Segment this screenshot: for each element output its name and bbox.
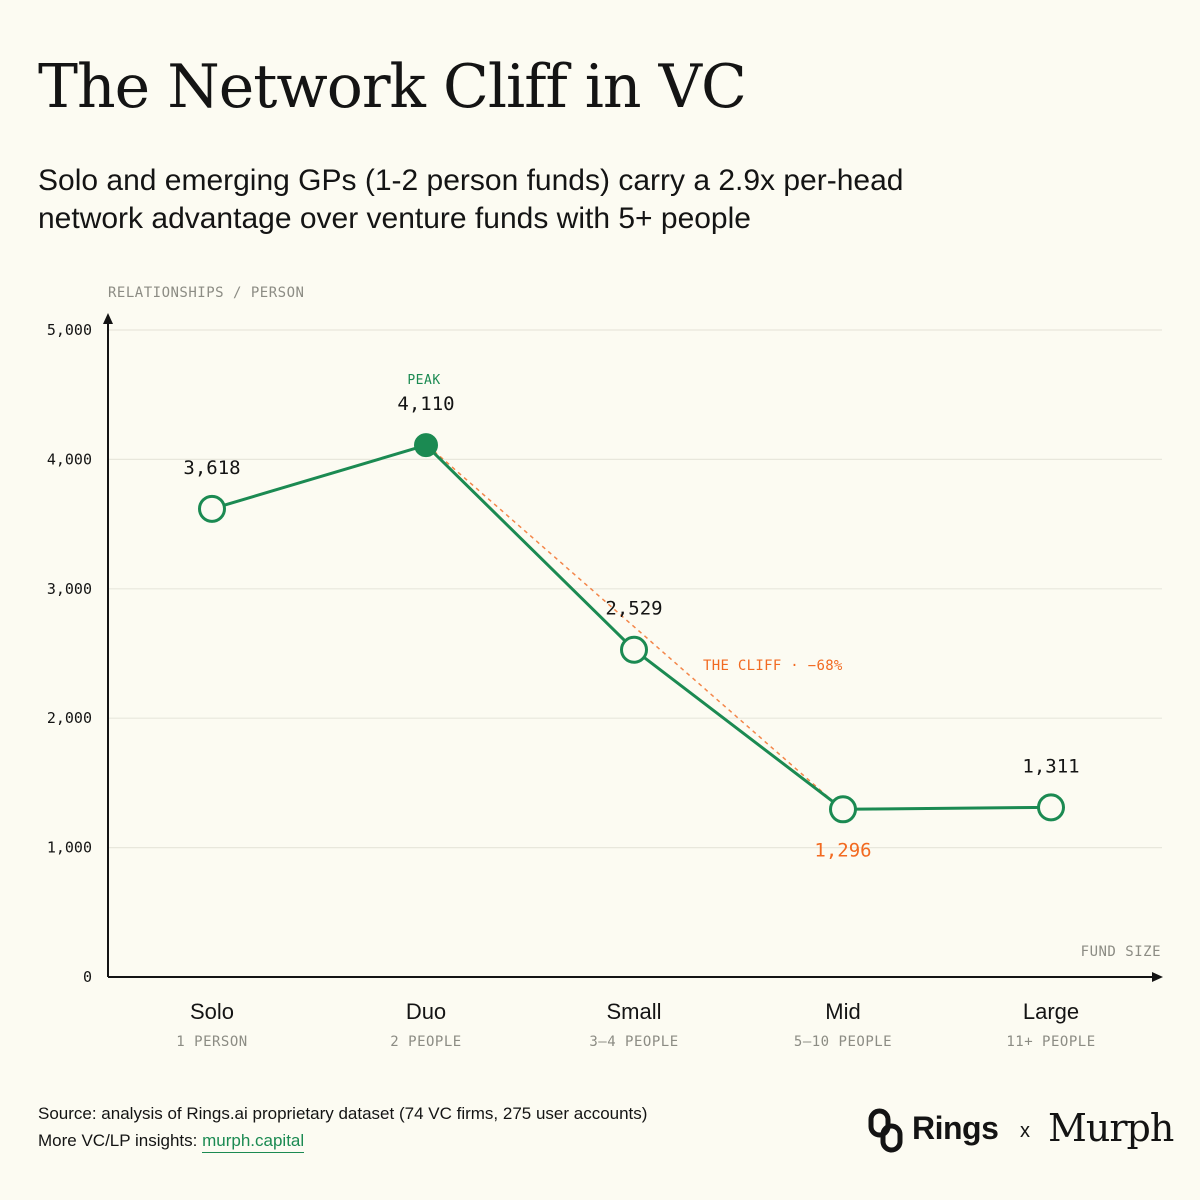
- brand-separator: x: [1020, 1120, 1030, 1142]
- murph-capital-link[interactable]: murph.capital: [202, 1131, 305, 1153]
- y-tick-label: 2,000: [47, 709, 92, 727]
- y-axis-arrow: [103, 313, 113, 324]
- source-note: Source: analysis of Rings.ai proprietary…: [38, 1104, 648, 1123]
- x-category-sublabel: 1 PERSON: [176, 1034, 247, 1050]
- data-point: [829, 795, 857, 824]
- y-axis-title: RELATIONSHIPS / PERSON: [108, 285, 304, 301]
- x-category-sublabel: 2 PEOPLE: [390, 1034, 461, 1050]
- data-label: 3,618: [183, 457, 240, 479]
- x-category-label: Large: [1023, 999, 1079, 1024]
- peak-annotation: PEAK: [407, 373, 440, 388]
- more-insights: More VC/LP insights: murph.capital: [38, 1127, 647, 1154]
- data-label: 1,311: [1022, 755, 1079, 777]
- more-insights-prefix: More VC/LP insights:: [38, 1131, 203, 1150]
- data-label: 4,110: [397, 393, 454, 415]
- footer: Source: analysis of Rings.ai proprietary…: [38, 1100, 647, 1154]
- cliff-guide-line: [433, 450, 834, 802]
- x-category-label: Duo: [406, 999, 446, 1024]
- data-label: 2,529: [605, 598, 662, 620]
- line-chart: 0 1,000 2,000 3,000 4,000 5,000 RELATIONSHIPS …: [47, 285, 1163, 1050]
- x-category-sublabel: 11+ PEOPLE: [1006, 1034, 1095, 1050]
- y-tick-label: 5,000: [47, 321, 92, 339]
- y-tick-label: 1,000: [47, 839, 92, 857]
- rings-logo-icon: [868, 1108, 903, 1153]
- murph-wordmark: Murph: [1048, 1106, 1174, 1150]
- brand-logos: Rings x Murph: [868, 1106, 1174, 1158]
- x-category-sublabel: 3–4 PEOPLE: [589, 1034, 678, 1050]
- page-title: The Network Cliff in VC: [38, 52, 747, 122]
- x-category-sublabel: 5–10 PEOPLE: [794, 1034, 892, 1050]
- page-subtitle: Solo and emerging GPs (1-2 person funds)…: [38, 164, 904, 235]
- y-tick-label: 3,000: [47, 580, 92, 598]
- x-category-label: Small: [606, 999, 661, 1024]
- x-axis-title: FUND SIZE: [1081, 944, 1161, 960]
- data-label: 1,296: [814, 839, 871, 861]
- x-axis-arrow: [1152, 972, 1163, 982]
- cliff-annotation: THE CLIFF · −68%: [703, 658, 843, 674]
- data-point: [198, 494, 226, 523]
- data-point: [1037, 793, 1065, 822]
- x-category-label: Mid: [825, 999, 860, 1024]
- rings-wordmark: Rings: [912, 1110, 999, 1146]
- data-point-peak: [414, 433, 438, 458]
- y-tick-label: 0: [83, 968, 92, 986]
- data-point: [620, 635, 648, 664]
- x-category-label: Solo: [190, 999, 234, 1024]
- y-tick-label: 4,000: [47, 450, 92, 468]
- series-line: [211, 443, 1052, 811]
